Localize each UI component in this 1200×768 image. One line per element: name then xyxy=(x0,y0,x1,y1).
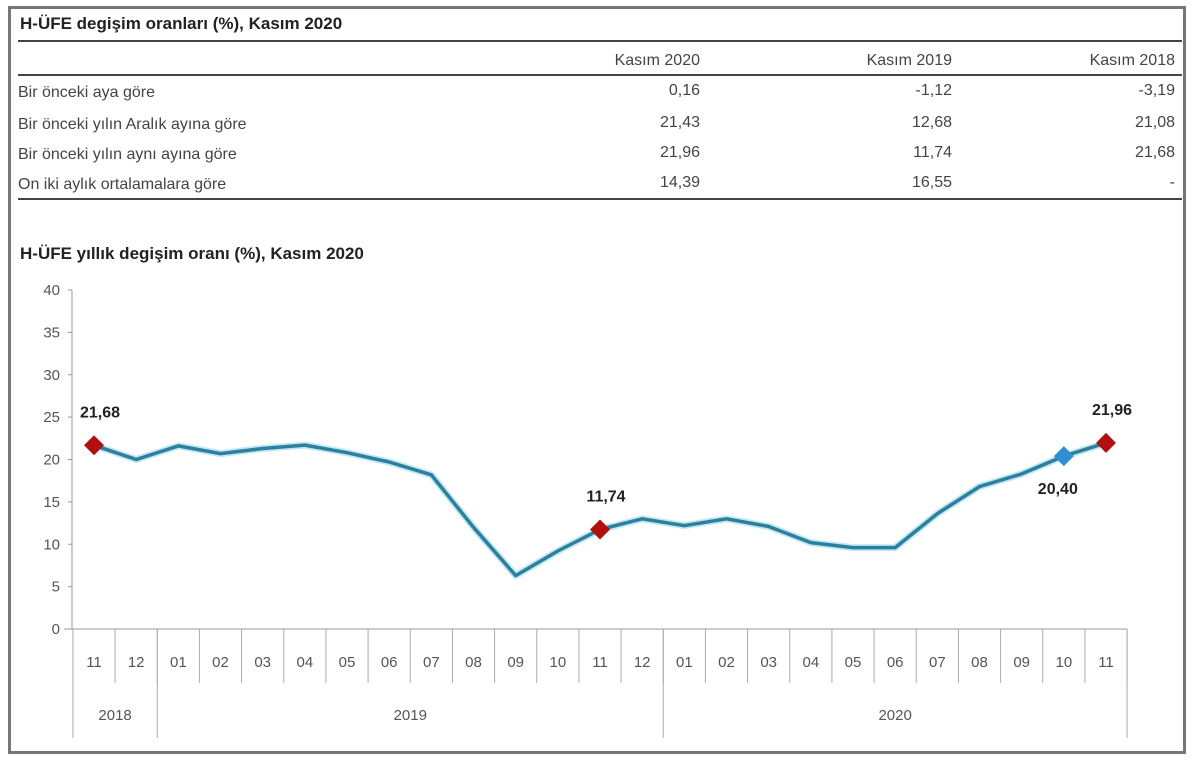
x-tick-label: 11 xyxy=(86,654,102,671)
row-label-3: On iki aylık ortalamalara göre xyxy=(18,176,227,193)
cell: - xyxy=(1169,174,1175,191)
x-tick-label: 08 xyxy=(465,654,482,671)
x-tick-label: 01 xyxy=(676,654,693,671)
y-tick-label: 20 xyxy=(43,452,60,469)
x-tick-label: 10 xyxy=(549,654,566,671)
x-tick-label: 06 xyxy=(381,654,398,671)
cell: -1,12 xyxy=(915,82,952,99)
x-tick-label: 05 xyxy=(845,654,862,671)
year-label: 2019 xyxy=(394,707,427,724)
cell: 0,16 xyxy=(668,82,700,99)
cell: 12,68 xyxy=(911,114,952,131)
cell: 14,39 xyxy=(659,174,700,191)
cell: 21,08 xyxy=(1134,114,1175,131)
data-label: 20,40 xyxy=(1038,481,1078,498)
data-label: 11,74 xyxy=(586,489,625,506)
cell: 11,74 xyxy=(913,144,952,161)
chart-title: H-ÜFE yıllık degişim oranı (%), Kasım 20… xyxy=(20,244,364,263)
table-title: H-ÜFE degişim oranları (%), Kasım 2020 xyxy=(20,14,343,33)
x-tick-label: 07 xyxy=(423,654,440,671)
cell: -3,19 xyxy=(1138,82,1175,99)
row-label-0: Bir önceki aya göre xyxy=(18,84,155,101)
y-tick-label: 5 xyxy=(52,579,60,596)
year-label: 2018 xyxy=(98,707,131,724)
x-tick-label: 05 xyxy=(339,654,356,671)
x-tick-label: 10 xyxy=(1055,654,1072,671)
x-tick-label: 11 xyxy=(1098,654,1114,671)
col-header-2018: Kasım 2018 xyxy=(1089,52,1175,69)
x-tick-label: 02 xyxy=(718,654,735,671)
x-tick-label: 04 xyxy=(802,654,819,671)
y-tick-label: 35 xyxy=(43,324,60,341)
table-header-rule xyxy=(18,74,1182,76)
red-diamond-icon xyxy=(590,519,610,540)
y-tick-label: 0 xyxy=(52,621,60,638)
red-diamond-icon xyxy=(84,435,104,456)
y-tick-label: 10 xyxy=(43,536,60,553)
row-label-1: Bir önceki yılın Aralık ayına göre xyxy=(18,116,247,133)
y-tick-label: 40 xyxy=(43,282,60,299)
data-label: 21,68 xyxy=(80,404,120,421)
x-tick-label: 09 xyxy=(1013,654,1030,671)
table-bottom-rule xyxy=(18,198,1182,200)
cell: 16,55 xyxy=(911,174,952,191)
year-label: 2020 xyxy=(878,707,911,724)
cell: 21,96 xyxy=(659,144,700,161)
cell: 21,68 xyxy=(1134,144,1175,161)
y-tick-label: 15 xyxy=(43,494,60,511)
col-header-2020: Kasım 2020 xyxy=(614,52,700,69)
red-diamond-icon xyxy=(1096,432,1116,453)
data-label: 21,96 xyxy=(1092,402,1132,419)
blue-diamond-icon xyxy=(1053,446,1074,467)
x-tick-label: 02 xyxy=(212,654,229,671)
x-tick-label: 03 xyxy=(254,654,271,671)
x-tick-label: 11 xyxy=(592,654,608,671)
x-tick-label: 01 xyxy=(170,654,187,671)
x-tick-label: 09 xyxy=(507,654,524,671)
series-line xyxy=(93,441,1107,578)
x-tick-label: 12 xyxy=(634,654,651,671)
x-tick-label: 06 xyxy=(887,654,904,671)
table-top-rule xyxy=(18,40,1182,42)
col-header-2019: Kasım 2019 xyxy=(866,52,952,69)
y-tick-label: 25 xyxy=(43,409,60,426)
row-label-2: Bir önceki yılın aynı ayına göre xyxy=(18,146,237,163)
x-tick-label: 04 xyxy=(296,654,313,671)
cell: 21,43 xyxy=(659,114,700,131)
x-tick-label: 03 xyxy=(760,654,777,671)
x-tick-label: 12 xyxy=(128,654,145,671)
x-tick-label: 07 xyxy=(929,654,946,671)
x-tick-label: 08 xyxy=(971,654,988,671)
y-tick-label: 30 xyxy=(43,367,60,384)
